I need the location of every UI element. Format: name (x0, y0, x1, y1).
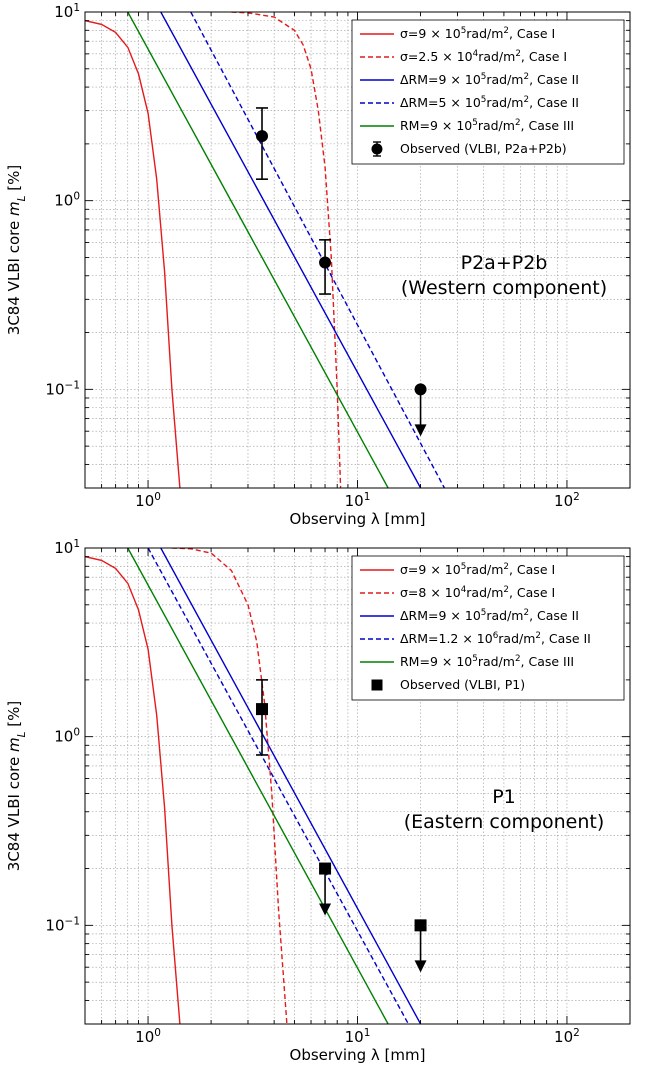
legend: σ=9 × 105rad/m2, Case I σ=2.5 × 104rad/m2… (351, 19, 625, 165)
grid (85, 548, 630, 1024)
legend-label-4: ΔRM=1.2 × 106rad/m2, Case II (400, 631, 591, 646)
series-line-1 (85, 555, 181, 1024)
panel-annotation-1: P2a+P2b (461, 252, 548, 274)
legend-label-3: ΔRM=9 × 105rad/m2, Case II (400, 608, 579, 623)
legend-label-1: σ=9 × 105rad/m2, Case I (400, 562, 555, 577)
series-line-4 (147, 548, 410, 1024)
upper-limit-arrowhead (414, 960, 427, 973)
legend-label-5: RM=9 × 105rad/m2, Case III (400, 118, 574, 133)
y-tick-label: 10−1 (45, 915, 80, 934)
x-axis-label: Observing λ [mm] (290, 510, 426, 528)
series-line-3 (160, 548, 422, 1024)
observed-point (256, 130, 269, 143)
observed-point (414, 919, 427, 932)
y-tick-label: 100 (54, 191, 80, 210)
panel-annotation-1: P1 (492, 786, 516, 808)
legend-label-5: RM=9 × 105rad/m2, Case III (400, 654, 574, 669)
panel-annotation-2: (Western component) (401, 277, 607, 299)
x-tick-label: 102 (554, 491, 580, 510)
x-tick-label: 100 (135, 491, 161, 510)
x-tick-label: 101 (345, 491, 371, 510)
series-line-2 (171, 548, 288, 1024)
legend-label-observed: Observed (VLBI, P1) (400, 677, 525, 692)
upper-limit-arrowhead (319, 903, 332, 916)
series-line-3 (160, 12, 422, 488)
observed-point (319, 862, 332, 875)
series-line-2 (231, 12, 342, 488)
x-axis-label: Observing λ [mm] (290, 1046, 426, 1064)
observed-point (414, 383, 427, 396)
grid (85, 12, 630, 488)
observed-point (319, 256, 332, 269)
legend: σ=9 × 105rad/m2, Case I σ=8 × 104rad/m2, … (351, 555, 625, 701)
series-line-5 (127, 12, 389, 488)
y-tick-label: 100 (54, 727, 80, 746)
y-tick-label: 10−1 (45, 379, 80, 398)
legend-label-1: σ=9 × 105rad/m2, Case I (400, 26, 555, 41)
series-group (85, 12, 446, 488)
legend-box (351, 19, 625, 165)
y-tick-label: 101 (54, 2, 80, 21)
y-axis-label: 3C84 VLBI core mL [%] (5, 165, 28, 335)
legend-marker (371, 143, 383, 155)
upper-limit-arrowhead (414, 424, 427, 437)
legend-marker (371, 679, 383, 691)
legend-label-3: ΔRM=9 × 105rad/m2, Case II (400, 72, 579, 87)
x-tick-label: 102 (554, 1027, 580, 1046)
legend-box (351, 555, 625, 701)
legend-label-2: σ=2.5 × 104rad/m2, Case I (400, 49, 567, 64)
legend-label-observed: Observed (VLBI, P2a+P2b) (400, 141, 567, 156)
observed-points (256, 679, 427, 973)
series-line-4 (190, 12, 446, 488)
series-line-1 (85, 19, 181, 488)
observed-points (256, 107, 427, 437)
observed-point (256, 703, 269, 716)
legend-label-2: σ=8 × 104rad/m2, Case I (400, 585, 555, 600)
x-tick-label: 101 (345, 1027, 371, 1046)
legend-label-4: ΔRM=5 × 105rad/m2, Case II (400, 95, 579, 110)
series-group (85, 548, 422, 1024)
y-tick-label: 101 (54, 538, 80, 557)
y-axis-label: 3C84 VLBI core mL [%] (5, 701, 28, 871)
panel-annotation-2: (Eastern component) (404, 811, 605, 833)
series-line-5 (127, 548, 389, 1024)
x-tick-label: 100 (135, 1027, 161, 1046)
